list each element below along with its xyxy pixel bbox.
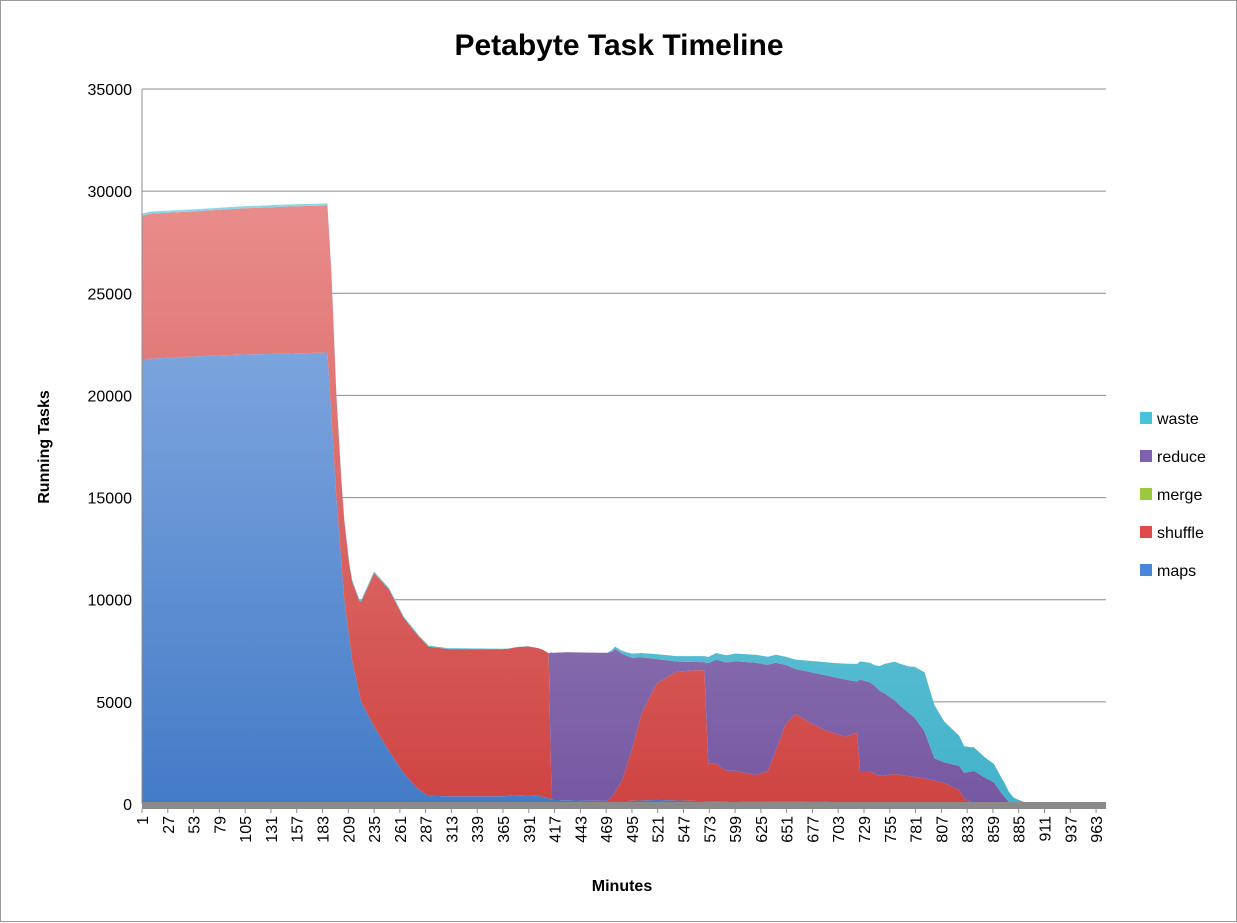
y-axis-ticks: 0 5000 10000 15000 20000 25000 30000 35000 [88,82,133,814]
x-tick-label: 521 [651,816,668,843]
x-tick-label: 79 [212,816,229,834]
legend-swatch-waste [1140,412,1152,424]
x-tick-label: 235 [367,816,384,843]
x-tick-label: 157 [290,816,307,843]
x-tick-label: 729 [857,816,874,843]
legend-label-reduce: reduce [1157,449,1206,466]
y-tick-label: 25000 [88,286,133,303]
area-shuffle [142,205,1106,804]
legend-label-shuffle: shuffle [1157,525,1204,542]
x-tick-label: 547 [677,816,694,843]
y-tick-label: 5000 [96,695,132,712]
x-tick-label: 443 [573,816,590,843]
x-tick-label: 755 [883,816,900,843]
x-tick-label: 625 [754,816,771,843]
x-axis-title: Minutes [592,878,653,895]
x-tick-label: 27 [161,816,178,834]
x-axis-line [142,802,1106,809]
x-tick-label: 339 [470,816,487,843]
x-tick-label: 53 [187,816,204,834]
x-tick-label: 937 [1063,816,1080,843]
chart-title: Petabyte Task Timeline [454,29,783,62]
x-tick-label: 469 [599,816,616,843]
x-tick-label: 365 [496,816,513,843]
x-tick-label: 313 [444,816,461,843]
x-axis-ticks: 1 27 53 79 105 131 157 183 209 235 261 287 313 339 365… [135,809,1106,843]
x-tick-label: 287 [419,816,436,843]
x-tick-label: 807 [934,816,951,843]
x-tick-label: 963 [1089,816,1106,843]
x-tick-label: 495 [625,816,642,843]
y-axis-title: Running Tasks [36,390,53,504]
axes [141,89,1106,809]
x-tick-label: 781 [909,816,926,843]
legend: waste reduce merge shuffle maps [1140,411,1206,580]
x-tick-label: 859 [986,816,1003,843]
x-tick-label: 677 [805,816,822,843]
x-tick-label: 1 [135,816,152,825]
y-tick-label: 15000 [88,491,133,508]
x-tick-label: 599 [728,816,745,843]
x-tick-label: 417 [548,816,565,843]
legend-swatch-shuffle [1140,526,1152,538]
y-tick-label: 35000 [88,82,133,99]
x-tick-label: 885 [1012,816,1029,843]
y-tick-label: 0 [123,797,132,814]
y-tick-label: 30000 [88,184,133,201]
x-tick-label: 833 [960,816,977,843]
legend-label-maps: maps [1157,563,1196,580]
x-tick-label: 911 [1038,816,1055,842]
x-tick-label: 651 [780,816,797,843]
y-tick-label: 10000 [88,593,133,610]
x-tick-label: 573 [702,816,719,843]
area-maps [142,352,1106,804]
area-reduce [142,205,1106,804]
legend-swatch-maps [1140,564,1152,576]
x-tick-label: 209 [341,816,358,843]
plot-area [142,203,1106,804]
x-tick-label: 703 [831,816,848,843]
legend-swatch-reduce [1140,450,1152,462]
x-tick-label: 105 [238,816,255,843]
x-tick-label: 261 [393,816,410,843]
y-tick-label: 20000 [88,388,133,405]
x-tick-label: 131 [264,816,281,843]
x-tick-label: 391 [522,816,539,843]
legend-label-merge: merge [1157,487,1202,504]
x-tick-label: 183 [316,816,333,843]
legend-swatch-merge [1140,488,1152,500]
legend-label-waste: waste [1156,411,1199,428]
